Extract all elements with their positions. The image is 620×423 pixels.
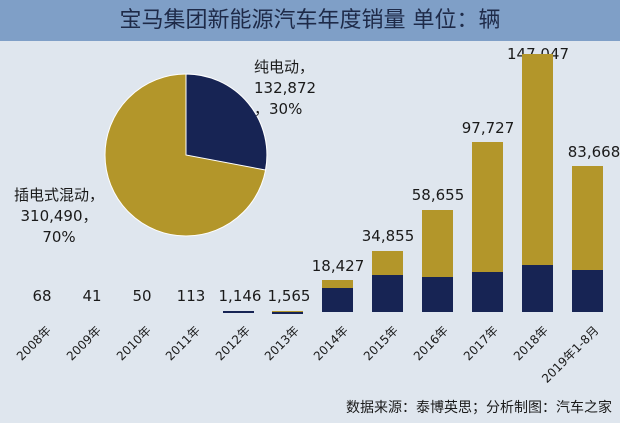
bev-pct: ，30% <box>254 100 303 118</box>
bar-2016 <box>422 210 453 312</box>
bar-2019-phev <box>572 166 603 270</box>
bar-value-2019: 83,668 <box>567 143 620 161</box>
bar-2013 <box>272 311 303 314</box>
bev-value: 132,872 <box>254 79 317 97</box>
phev-pct: 70% <box>42 228 76 246</box>
pie-label-phev: 插电式混动， 310,490， 70% <box>14 185 104 248</box>
bar-value-2009: 41 <box>82 287 102 305</box>
data-source-note: 数据来源：泰博英思；分析制图：汽车之家 <box>346 400 612 416</box>
bev-name: 纯电动， <box>254 58 315 76</box>
pie-chart <box>104 73 268 237</box>
bar-2016-phev <box>422 210 453 277</box>
bar-2014-bev <box>322 288 353 312</box>
bar-2014-phev <box>322 280 353 288</box>
bar-value-2011: 113 <box>176 287 206 305</box>
bar-2019 <box>572 166 603 312</box>
bar-value-2013: 1,565 <box>267 287 311 305</box>
bar-value-2016: 58,655 <box>411 186 465 204</box>
bar-2015 <box>372 251 403 312</box>
bar-2016-bev <box>422 277 453 312</box>
bar-2017-bev <box>472 272 503 312</box>
chart-title: 宝马集团新能源汽车年度销量 单位：辆 <box>119 8 501 33</box>
chart-area <box>0 41 620 423</box>
bar-2015-bev <box>372 275 403 312</box>
bar-2018-bev <box>522 265 553 312</box>
bar-2019-bev <box>572 270 603 312</box>
phev-name: 插电式混动， <box>14 186 105 204</box>
bar-2018-phev <box>522 54 553 265</box>
bar-2014 <box>322 280 353 312</box>
bar-value-2014: 18,427 <box>311 257 365 275</box>
pie-label-bev: 纯电动， 132,872 ，30% <box>254 57 316 120</box>
bar-2018 <box>522 54 553 312</box>
bar-value-2017: 97,727 <box>461 119 515 137</box>
phev-value: 310,490， <box>20 207 98 225</box>
bar-2017 <box>472 142 503 312</box>
bar-value-2015: 34,855 <box>361 227 415 245</box>
bar-value-2010: 50 <box>132 287 152 305</box>
bar-value-2012: 1,146 <box>218 287 262 305</box>
bar-value-2008: 68 <box>32 287 52 305</box>
bar-2012 <box>223 311 254 313</box>
pie-slice-bev <box>185 73 268 171</box>
bar-2015-phev <box>372 251 403 275</box>
title-bar: 宝马集团新能源汽车年度销量 单位：辆 <box>0 0 620 41</box>
bar-2017-phev <box>472 142 503 272</box>
